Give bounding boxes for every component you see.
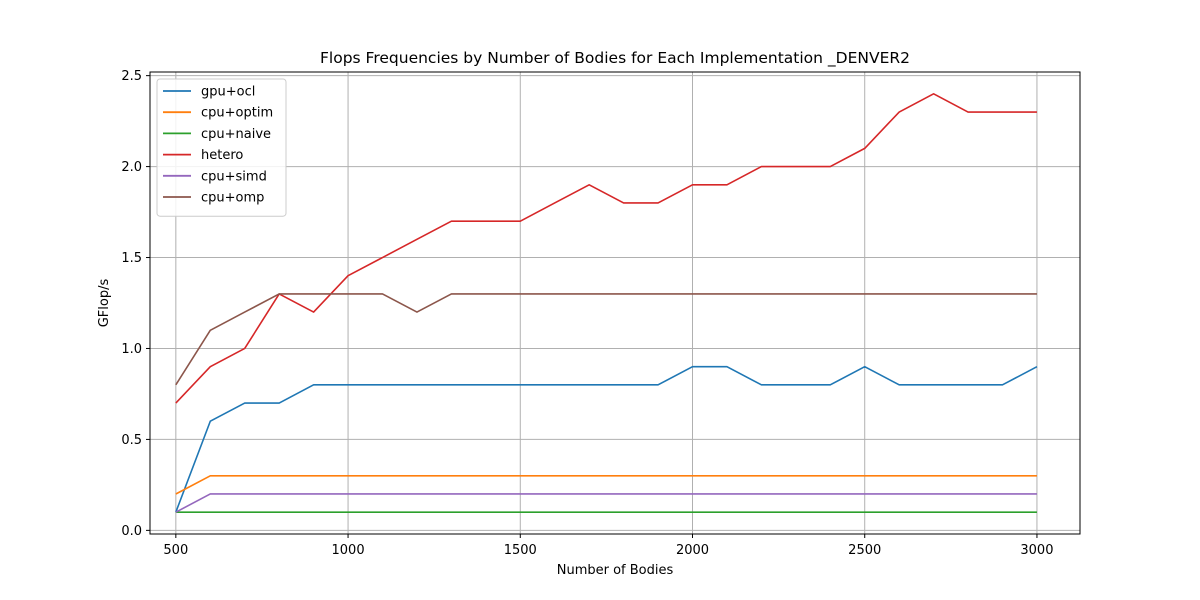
- legend-label-hetero: hetero: [201, 148, 243, 163]
- legend: gpu+ocl cpu+optim cpu+naive hetero cpu+simd c…: [156, 78, 287, 217]
- y-tick-label: 0.0: [121, 524, 142, 539]
- y-tick-label: 1.0: [121, 342, 142, 357]
- legend-label-cpu-simd: cpu+simd: [201, 169, 267, 184]
- series-lines: [175, 93, 1038, 513]
- y-tick-label: 2.0: [121, 160, 142, 175]
- x-tick-label: 1500: [504, 543, 537, 558]
- x-tick-label: 500: [163, 543, 188, 558]
- y-axis-label: GFlop/s: [97, 279, 112, 328]
- x-tick-label: 2500: [848, 543, 881, 558]
- series-line-cpu-optim: [175, 474, 1037, 495]
- legend-label-cpu-naive: cpu+naive: [201, 127, 271, 142]
- x-tick-label: 3000: [1020, 543, 1053, 558]
- series-line-cpu-omp: [175, 293, 1037, 386]
- series-line-hetero: [175, 93, 1037, 404]
- chart-title: Flops Frequencies by Number of Bodies fo…: [320, 49, 910, 68]
- legend-label-cpu-optim: cpu+optim: [201, 106, 273, 121]
- plot-frame: [149, 71, 1081, 535]
- legend-box: [156, 78, 287, 217]
- y-tick-label: 0.5: [121, 433, 142, 448]
- x-tick-label: 1000: [332, 543, 365, 558]
- y-tick-label: 1.5: [121, 251, 142, 266]
- x-tick-label: 2000: [676, 543, 709, 558]
- x-axis-label: Number of Bodies: [557, 563, 674, 578]
- y-tick-label: 2.5: [121, 69, 142, 84]
- grid: [150, 72, 1080, 534]
- series-line-gpu-ocl: [175, 365, 1038, 513]
- axis-ticks: 500 1000 1500 2000 2500 3000 0.0 0.5 1.0 1.5 2.0 2.…: [121, 69, 1053, 558]
- legend-label-cpu-omp: cpu+omp: [201, 191, 264, 206]
- legend-label-gpu-ocl: gpu+ocl: [201, 85, 255, 100]
- series-line-cpu-simd: [175, 493, 1037, 513]
